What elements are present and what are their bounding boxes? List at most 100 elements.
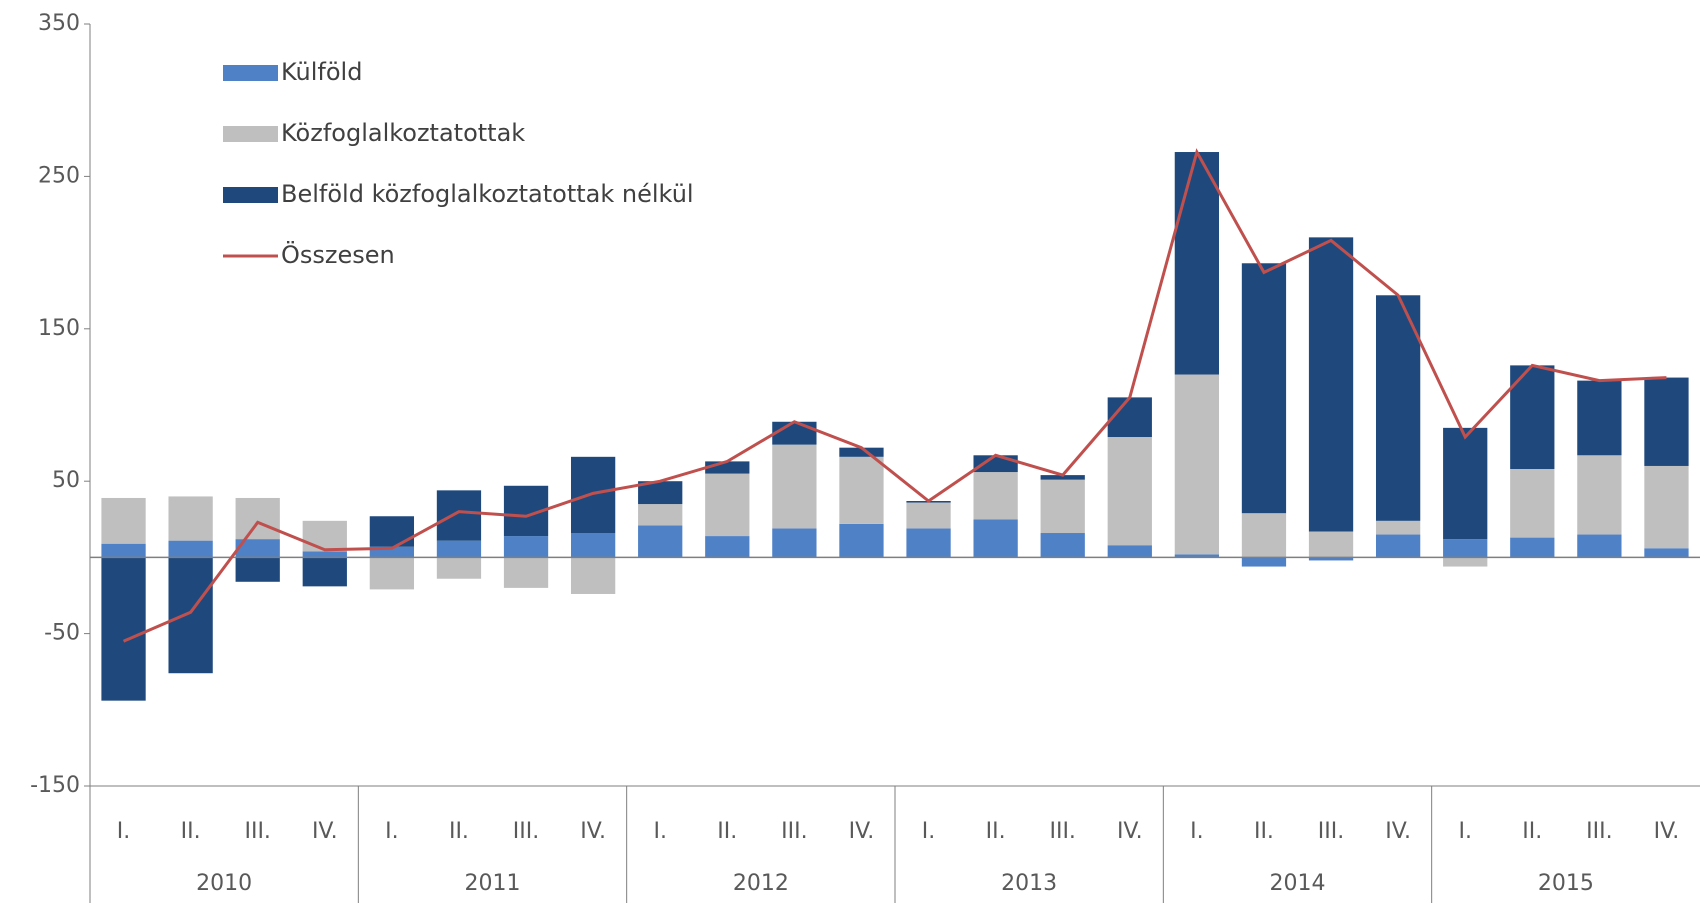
bar — [906, 528, 951, 558]
bar — [168, 557, 213, 674]
x-tick-label: III. — [1586, 819, 1612, 844]
bar — [705, 473, 750, 537]
bar — [235, 557, 280, 582]
x-tick-label: III. — [1318, 819, 1344, 844]
bar — [436, 490, 482, 541]
x-tick-label: IV. — [580, 819, 606, 844]
bar — [638, 481, 683, 505]
bar — [1174, 554, 1220, 558]
bar — [1510, 469, 1555, 538]
bar — [570, 557, 616, 594]
x-tick-label: III. — [781, 819, 807, 844]
bar — [1577, 455, 1622, 535]
x-tick-label: III. — [244, 819, 270, 844]
x-tick-label: IV. — [1385, 819, 1411, 844]
legend-swatch — [223, 126, 278, 142]
bar — [1644, 465, 1689, 549]
legend-swatch — [223, 187, 278, 203]
bar — [1308, 531, 1354, 558]
x-tick-label: II. — [986, 819, 1006, 844]
y-tick-label: 250 — [38, 163, 80, 188]
group-label: 2015 — [1538, 871, 1594, 896]
bar — [973, 472, 1018, 520]
x-tick-label: I. — [117, 819, 130, 844]
x-tick-label: II. — [1522, 819, 1542, 844]
bar — [235, 497, 280, 540]
bar — [1107, 437, 1152, 546]
bar — [1375, 520, 1421, 535]
bar — [638, 525, 683, 558]
bar — [1443, 539, 1488, 558]
bar — [302, 557, 347, 587]
bar — [1040, 475, 1085, 480]
x-tick-label: IV. — [1654, 819, 1680, 844]
bar — [1107, 397, 1152, 438]
x-tick-label: I. — [1190, 819, 1203, 844]
x-tick-label: I. — [1458, 819, 1471, 844]
group-label: 2010 — [196, 871, 252, 896]
bar — [1577, 380, 1622, 456]
bar — [705, 536, 750, 558]
bar — [1510, 537, 1555, 558]
x-tick-label: IV. — [849, 819, 875, 844]
bar — [369, 546, 415, 558]
bar — [1375, 534, 1421, 558]
bar — [973, 455, 1018, 473]
bar — [101, 557, 146, 701]
bar — [1241, 557, 1287, 567]
bar — [1107, 545, 1152, 558]
x-tick-label: III. — [1049, 819, 1075, 844]
y-tick-label: 50 — [52, 468, 80, 493]
bar — [839, 447, 884, 457]
bar — [235, 539, 280, 558]
bar — [101, 543, 146, 558]
bar — [638, 504, 683, 526]
bar — [1644, 377, 1689, 466]
group-label: 2013 — [1001, 871, 1057, 896]
legend-label: Közfoglalkoztatottak — [281, 119, 525, 147]
bar — [503, 557, 549, 588]
bar — [1443, 557, 1488, 567]
y-tick-label: 350 — [38, 11, 80, 36]
x-tick-label: II. — [717, 819, 737, 844]
x-tick-label: II. — [181, 819, 201, 844]
x-tick-label: II. — [1254, 819, 1274, 844]
bar — [1375, 295, 1421, 521]
legend-swatch — [223, 65, 278, 81]
bar — [168, 496, 213, 541]
bar — [1241, 513, 1287, 558]
group-label: 2014 — [1270, 871, 1326, 896]
bar — [369, 557, 415, 590]
x-tick-label: III. — [513, 819, 539, 844]
bar — [839, 523, 884, 558]
bar — [436, 540, 482, 558]
legend-label: Belföld közfoglalkoztatottak nélkül — [281, 180, 694, 208]
bar — [772, 444, 817, 529]
y-tick-label: 150 — [38, 316, 80, 341]
bar — [302, 551, 347, 558]
bar — [436, 557, 482, 579]
x-tick-label: II. — [449, 819, 469, 844]
legend-label: Külföld — [281, 58, 362, 86]
bar — [503, 536, 549, 558]
x-tick-label: I. — [385, 819, 398, 844]
bar — [1644, 548, 1689, 558]
x-tick-label: I. — [653, 819, 666, 844]
bar — [1174, 152, 1220, 375]
bar — [369, 516, 415, 547]
legend-label: Összesen — [281, 240, 395, 269]
bar — [772, 528, 817, 558]
x-tick-label: IV. — [1117, 819, 1143, 844]
bar — [772, 421, 817, 445]
bar — [1040, 533, 1085, 558]
bar — [1577, 534, 1622, 558]
bar — [906, 502, 951, 529]
y-tick-label: -150 — [30, 773, 80, 798]
bar — [1443, 427, 1488, 540]
x-tick-label: IV. — [312, 819, 338, 844]
bar — [302, 520, 347, 552]
bar — [570, 533, 616, 558]
group-label: 2011 — [465, 871, 521, 896]
x-tick-label: I. — [922, 819, 935, 844]
